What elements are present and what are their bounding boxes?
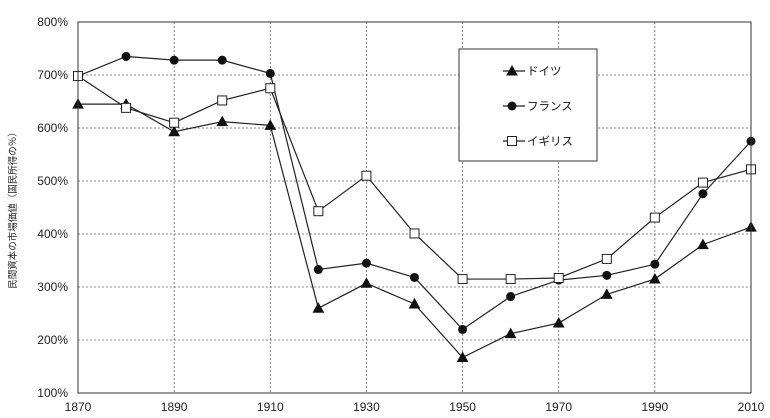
data-point — [600, 288, 613, 299]
series-circle — [73, 51, 756, 334]
data-point — [697, 238, 709, 250]
data-point — [649, 212, 660, 223]
data-point — [504, 327, 517, 339]
data-point — [217, 55, 227, 65]
data-point — [265, 68, 275, 78]
data-point — [553, 272, 564, 283]
legend-box — [458, 48, 598, 162]
x-tick-label: 1990 — [642, 400, 669, 414]
legend-item: イギリス — [503, 134, 573, 148]
data-point — [313, 265, 323, 275]
y-tick-labels: 100% 200% 300% 400% 500% 600% 700% 800% — [37, 15, 68, 400]
data-point — [552, 317, 565, 328]
data-point — [649, 273, 661, 284]
data-point — [265, 83, 276, 94]
series-line — [77, 75, 752, 280]
legend-marker — [506, 64, 518, 76]
plot-frame — [77, 21, 752, 394]
y-axis-label: 民間資本の市場価値（国民所得の％） — [7, 127, 19, 289]
data-point — [217, 95, 228, 106]
y-tick-label: 300% — [37, 280, 68, 294]
data-point — [360, 277, 373, 288]
x-tick-labels: 1870 1890 1910 1930 1950 1970 1990 2010 — [65, 400, 765, 414]
series-square-open — [73, 71, 756, 285]
data-point — [312, 302, 325, 313]
legend-marker — [507, 101, 517, 111]
legend-label: イギリス — [527, 134, 573, 148]
legend-item: ドイツ — [503, 64, 562, 78]
data-point — [121, 102, 132, 113]
data-point — [313, 206, 324, 217]
series-group — [72, 51, 757, 362]
x-tick-label: 2010 — [738, 400, 765, 414]
data-point — [505, 274, 516, 285]
data-point — [408, 297, 421, 309]
data-point — [650, 259, 660, 269]
data-point — [506, 292, 516, 302]
data-point — [169, 55, 179, 65]
y-tick-label: 400% — [37, 227, 68, 241]
data-point — [602, 270, 612, 280]
series-line — [77, 55, 752, 331]
y-tick-label: 700% — [37, 68, 68, 82]
data-point — [601, 253, 612, 264]
legend-label: フランス — [527, 99, 573, 113]
data-point — [168, 125, 180, 137]
legend-marker — [507, 136, 517, 146]
y-tick-label: 200% — [37, 333, 68, 347]
data-point — [457, 274, 468, 285]
legend-label: ドイツ — [527, 64, 562, 78]
x-tick-label: 1890 — [161, 400, 188, 414]
y-tick-label: 800% — [37, 15, 68, 29]
x-tick-label: 1930 — [353, 400, 380, 414]
data-point — [698, 189, 708, 199]
x-tick-label: 1870 — [65, 400, 92, 414]
data-point — [456, 351, 469, 362]
y-tick-label: 500% — [37, 174, 68, 188]
data-point — [121, 51, 131, 61]
y-tick-label: 100% — [37, 386, 68, 400]
data-point — [169, 117, 180, 128]
data-point — [410, 272, 419, 282]
grid — [78, 21, 751, 394]
y-tick-label: 600% — [37, 121, 68, 135]
x-tick-label: 1950 — [449, 400, 476, 414]
x-tick-label: 1910 — [257, 400, 284, 414]
data-point — [361, 170, 372, 181]
data-point — [458, 324, 468, 334]
x-tick-label: 1970 — [545, 400, 572, 414]
data-point — [361, 258, 371, 268]
data-point — [697, 177, 708, 188]
data-point — [264, 119, 277, 130]
data-point — [409, 228, 420, 239]
data-point — [216, 115, 229, 127]
legend-item: フランス — [503, 99, 573, 113]
